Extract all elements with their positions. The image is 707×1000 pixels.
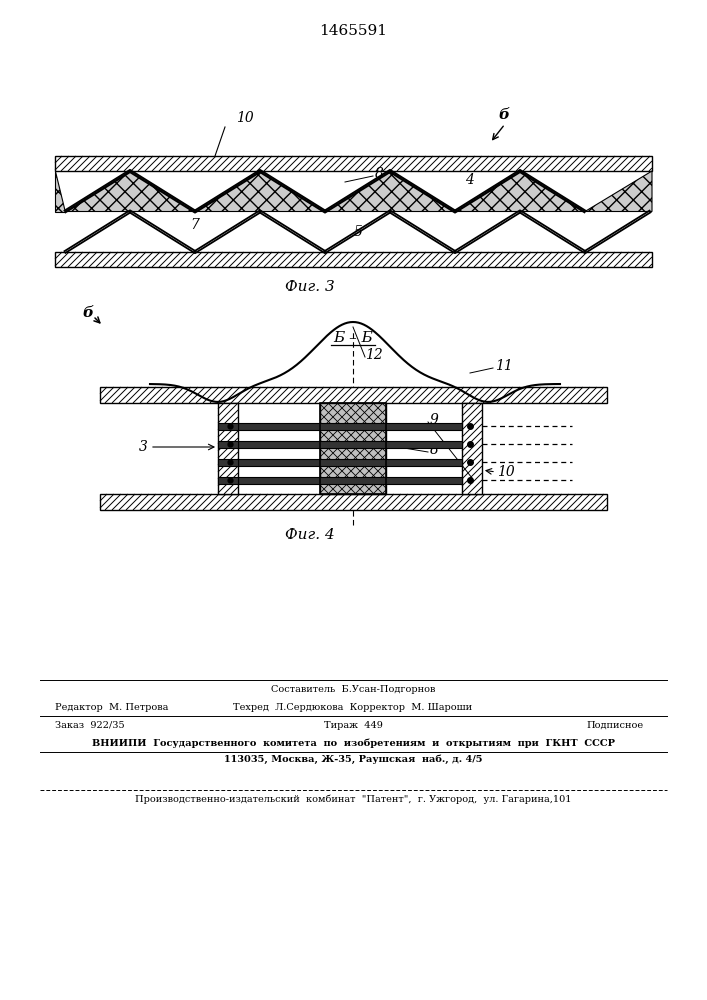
Text: Фиг. 4: Фиг. 4 bbox=[285, 528, 335, 542]
Text: 1465591: 1465591 bbox=[319, 24, 387, 38]
Text: 10: 10 bbox=[236, 111, 254, 125]
Polygon shape bbox=[195, 171, 325, 212]
Text: Редактор  М. Петрова: Редактор М. Петрова bbox=[55, 702, 168, 712]
Bar bbox=[238, 458, 462, 466]
Text: 7: 7 bbox=[191, 218, 199, 232]
Bar bbox=[320, 403, 386, 494]
Bar bbox=[218, 458, 238, 466]
Text: Производственно-издательский  комбинат  "Патент",  г. Ужгород,  ул. Гагарина,101: Производственно-издательский комбинат "П… bbox=[135, 794, 571, 804]
Bar bbox=[238, 422, 462, 430]
Polygon shape bbox=[55, 171, 65, 212]
Text: 5: 5 bbox=[354, 225, 363, 239]
Text: 113035, Москва, Ж-35, Раушская  наб., д. 4/5: 113035, Москва, Ж-35, Раушская наб., д. … bbox=[223, 754, 482, 764]
Bar bbox=[218, 422, 238, 430]
Text: ВНИИПИ  Государственного  комитета  по  изобретениям  и  открытиям  при  ГКНТ  С: ВНИИПИ Государственного комитета по изоб… bbox=[91, 738, 614, 748]
Text: 12: 12 bbox=[365, 348, 382, 362]
Bar bbox=[100, 494, 607, 510]
Bar bbox=[55, 252, 652, 267]
Text: 8: 8 bbox=[375, 167, 384, 181]
Text: 10: 10 bbox=[497, 465, 515, 479]
Text: 3: 3 bbox=[139, 440, 148, 454]
Text: б: б bbox=[498, 108, 509, 122]
Polygon shape bbox=[65, 171, 195, 212]
Text: Заказ  922/35: Заказ 922/35 bbox=[55, 720, 124, 730]
Bar bbox=[238, 440, 462, 448]
Bar bbox=[55, 156, 652, 171]
Text: Фиг. 3: Фиг. 3 bbox=[285, 280, 335, 294]
Text: 9: 9 bbox=[430, 413, 439, 427]
Text: Составитель  Б.Усан-Подгорнов: Составитель Б.Усан-Подгорнов bbox=[271, 684, 436, 694]
Bar bbox=[320, 403, 386, 494]
Text: Техред  Л.Сердюкова  Корректор  М. Шароши: Техред Л.Сердюкова Корректор М. Шароши bbox=[233, 702, 472, 712]
Text: 4: 4 bbox=[465, 173, 474, 187]
Text: Б – Б: Б – Б bbox=[333, 331, 373, 345]
Text: б: б bbox=[83, 306, 93, 320]
Text: Тираж  449: Тираж 449 bbox=[324, 720, 382, 730]
Text: Подписное: Подписное bbox=[586, 720, 643, 730]
Text: 8: 8 bbox=[430, 443, 439, 457]
Bar bbox=[218, 477, 238, 484]
Bar bbox=[218, 440, 238, 448]
Bar bbox=[462, 403, 482, 494]
Polygon shape bbox=[455, 171, 585, 212]
Polygon shape bbox=[585, 171, 652, 212]
Bar bbox=[238, 477, 462, 484]
Polygon shape bbox=[325, 171, 455, 212]
Text: 11: 11 bbox=[495, 359, 513, 373]
Bar bbox=[100, 387, 607, 403]
Bar bbox=[218, 403, 238, 494]
